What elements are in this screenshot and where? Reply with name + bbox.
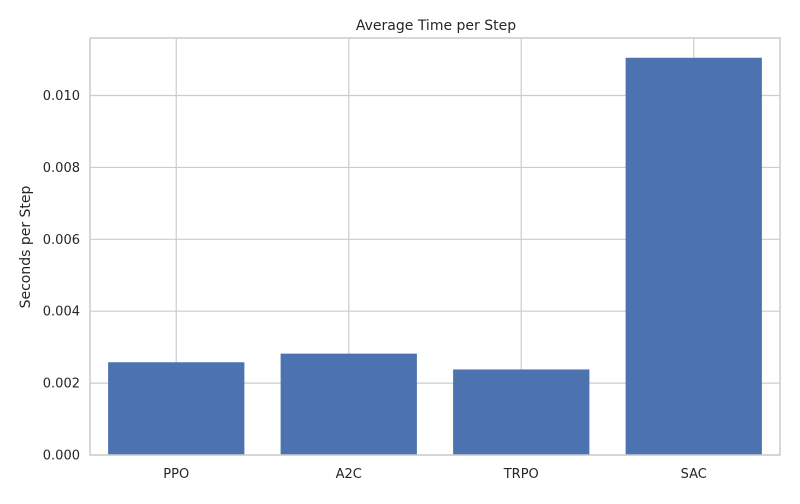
bars-layer bbox=[108, 57, 762, 456]
y-tick-label: 0.004 bbox=[43, 305, 80, 320]
y-axis-title: Seconds per Step bbox=[18, 185, 34, 308]
bar-a2c bbox=[280, 353, 417, 455]
y-tick-label: 0.000 bbox=[43, 449, 80, 464]
x-tick-label: A2C bbox=[336, 467, 362, 482]
y-tick-label: 0.010 bbox=[43, 89, 80, 104]
y-tick-label: 0.006 bbox=[43, 233, 80, 248]
chart-title: Average Time per Step bbox=[356, 18, 516, 34]
plot-frame bbox=[89, 37, 781, 456]
x-tick-label: SAC bbox=[681, 467, 707, 482]
y-tick-label: 0.008 bbox=[43, 161, 80, 176]
bar-ppo bbox=[108, 362, 245, 455]
bar-trpo bbox=[453, 369, 590, 455]
axes-layer bbox=[89, 37, 781, 456]
y-tick-label: 0.002 bbox=[43, 377, 80, 392]
bar-sac bbox=[625, 57, 762, 456]
x-tick-label: PPO bbox=[163, 467, 189, 482]
labels-layer: 0.000 0.002 0.004 0.006 0.008 0.010 PPO A2C TRPO… bbox=[43, 89, 707, 482]
x-tick-label: TRPO bbox=[503, 467, 539, 482]
